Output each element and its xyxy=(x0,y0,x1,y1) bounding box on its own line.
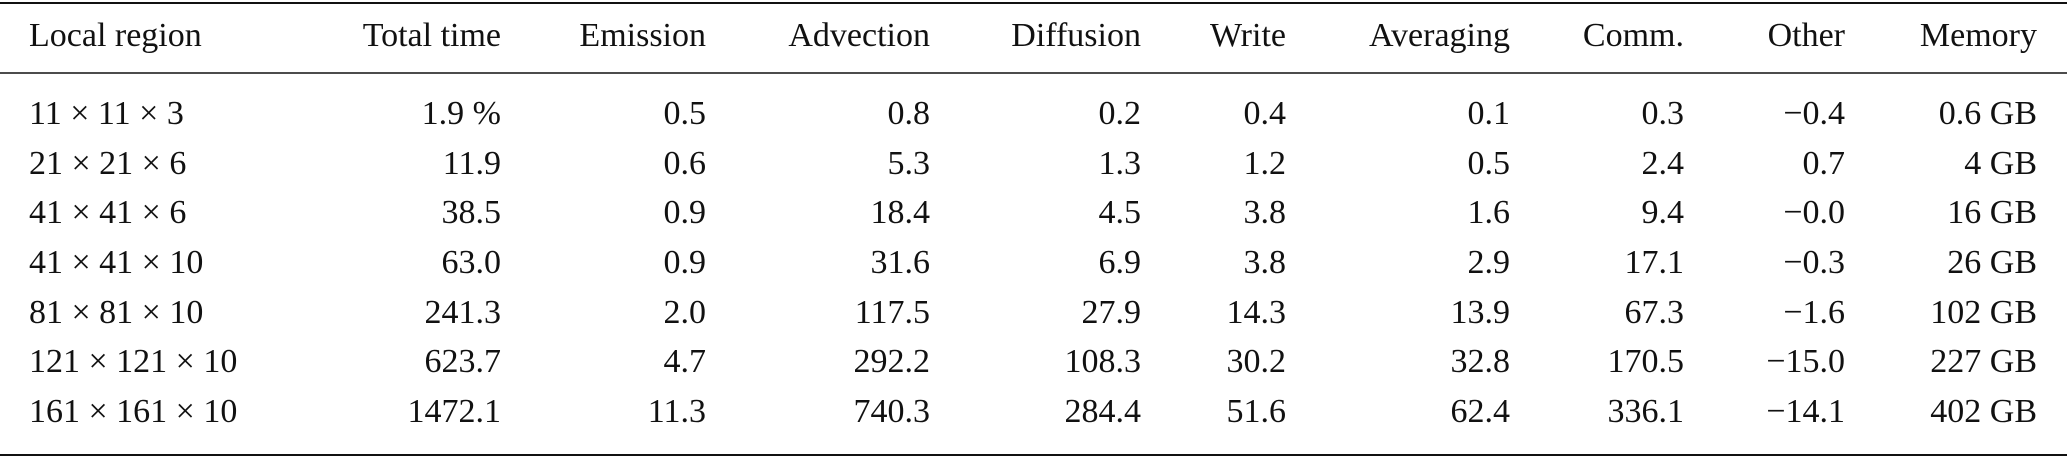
cell: 284.4 xyxy=(1065,393,1142,430)
cell: 0.7 xyxy=(1803,145,1846,182)
cell: 0.2 xyxy=(1099,95,1142,132)
cell: 1472.1 xyxy=(408,393,502,430)
header-cell: Other xyxy=(1768,17,1846,54)
cell: 740.3 xyxy=(854,393,931,430)
cell: 0.9 xyxy=(664,194,707,231)
cell: 0.3 xyxy=(1642,95,1685,132)
header-cell: Local region xyxy=(29,17,202,54)
cell: 161 × 161 × 10 xyxy=(29,393,237,430)
cell: 3.8 xyxy=(1244,244,1287,281)
cell: 117.5 xyxy=(855,294,930,331)
cell: 11.9 xyxy=(443,145,501,182)
cell: 4.7 xyxy=(664,343,707,380)
cell: 241.3 xyxy=(425,294,502,331)
cell: 18.4 xyxy=(871,194,931,231)
cell: 14.3 xyxy=(1227,294,1287,331)
cell: 16 GB xyxy=(1947,194,2037,231)
cell: 6.9 xyxy=(1099,244,1142,281)
cell: 4 GB xyxy=(1964,145,2037,182)
cell: 292.2 xyxy=(854,343,931,380)
cell: 21 × 21 × 6 xyxy=(29,145,186,182)
cell: 1.9 % xyxy=(422,95,501,132)
cell: 3.8 xyxy=(1244,194,1287,231)
cell: 5.3 xyxy=(888,145,931,182)
header-cell: Memory xyxy=(1920,17,2037,54)
cell: 170.5 xyxy=(1608,343,1685,380)
cell: 9.4 xyxy=(1642,194,1685,231)
cell: 108.3 xyxy=(1065,343,1142,380)
cell: 11 × 11 × 3 xyxy=(29,95,184,132)
cell: 51.6 xyxy=(1227,393,1287,430)
cell: 63.0 xyxy=(442,244,502,281)
cell: 336.1 xyxy=(1608,393,1685,430)
cell: 0.5 xyxy=(1468,145,1511,182)
cell: 81 × 81 × 10 xyxy=(29,294,203,331)
header-cell: Comm. xyxy=(1583,17,1684,54)
cell: 32.8 xyxy=(1451,343,1511,380)
cell: 13.9 xyxy=(1451,294,1511,331)
cell: 1.3 xyxy=(1099,145,1142,182)
cell: 623.7 xyxy=(425,343,502,380)
cell: 11.3 xyxy=(648,393,706,430)
cell: 2.4 xyxy=(1642,145,1685,182)
cell: 2.0 xyxy=(664,294,707,331)
cell: −0.4 xyxy=(1783,95,1845,132)
cell: 41 × 41 × 6 xyxy=(29,194,186,231)
cell: 31.6 xyxy=(871,244,931,281)
header-cell: Emission xyxy=(579,17,706,54)
cell: 0.8 xyxy=(888,95,931,132)
cell: 62.4 xyxy=(1451,393,1511,430)
cell: −14.1 xyxy=(1766,393,1845,430)
header-cell: Write xyxy=(1210,17,1286,54)
cell: 0.4 xyxy=(1244,95,1287,132)
cell: 102 GB xyxy=(1930,294,2037,331)
header-cell: Diffusion xyxy=(1011,17,1141,54)
cell: −15.0 xyxy=(1766,343,1845,380)
cell: −0.0 xyxy=(1783,194,1845,231)
cell: 26 GB xyxy=(1947,244,2037,281)
cell: 67.3 xyxy=(1625,294,1685,331)
cell: 0.5 xyxy=(664,95,707,132)
cell: 4.5 xyxy=(1099,194,1142,231)
cell: −1.6 xyxy=(1783,294,1845,331)
cell: 2.9 xyxy=(1468,244,1511,281)
cell: 227 GB xyxy=(1930,343,2037,380)
cell: 121 × 121 × 10 xyxy=(29,343,237,380)
cell: 0.1 xyxy=(1468,95,1511,132)
header-cell: Total time xyxy=(363,17,501,54)
cell: 0.6 xyxy=(664,145,707,182)
header-cell: Advection xyxy=(788,17,930,54)
cell: 1.2 xyxy=(1244,145,1287,182)
cell: 30.2 xyxy=(1227,343,1287,380)
header-cell: Averaging xyxy=(1369,17,1510,54)
cell: −0.3 xyxy=(1783,244,1845,281)
cell: 38.5 xyxy=(442,194,502,231)
cell: 41 × 41 × 10 xyxy=(29,244,203,281)
cell: 27.9 xyxy=(1082,294,1142,331)
cell: 0.9 xyxy=(664,244,707,281)
cell: 402 GB xyxy=(1930,393,2037,430)
cell: 17.1 xyxy=(1625,244,1685,281)
cell: 0.6 GB xyxy=(1939,95,2037,132)
cell: 1.6 xyxy=(1468,194,1511,231)
